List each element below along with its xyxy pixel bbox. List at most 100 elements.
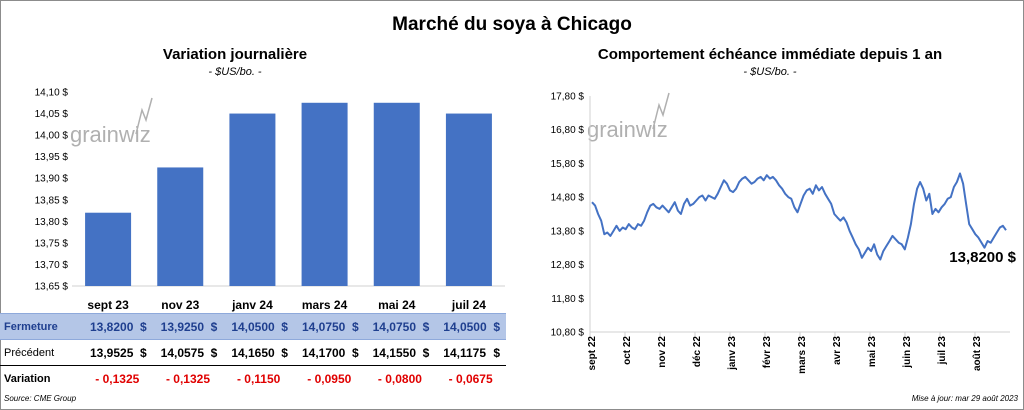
y-tick-label: 12,80 $ bbox=[551, 260, 585, 271]
bar bbox=[373, 102, 420, 287]
table-cell: - 0,0675 bbox=[435, 365, 506, 392]
cell-value: 14,1650 bbox=[231, 345, 275, 360]
x-tick-label: sept 22 bbox=[587, 336, 598, 371]
y-tick-label: 11,80 $ bbox=[551, 294, 584, 305]
bar bbox=[229, 113, 276, 286]
cell-value: 13,9250 bbox=[160, 319, 205, 334]
source-note: Source: CME Group bbox=[4, 394, 77, 403]
y-tick-label: 10,80 $ bbox=[551, 328, 585, 339]
previous-row: Précédent 13,9525 $14,0575 $14,1650 $14,1700… bbox=[0, 340, 506, 366]
x-tick-label: nov 22 bbox=[657, 336, 668, 368]
x-category-label: juil 24 bbox=[451, 298, 486, 312]
y-tick-label: 13,80 $ bbox=[551, 226, 585, 237]
left-chart-title: Variation journalière bbox=[162, 46, 308, 63]
x-category-label: janv 24 bbox=[231, 298, 273, 312]
y-tick-label: 14,05 $ bbox=[35, 109, 69, 120]
x-category-label: sept 23 bbox=[87, 298, 129, 312]
table-cell: 13,8200 $ bbox=[82, 313, 153, 340]
grainwiz-watermark: grainwiz bbox=[70, 97, 153, 147]
y-tick-label: 14,10 $ bbox=[35, 88, 69, 99]
row-label: Variation bbox=[0, 365, 82, 392]
cell-currency: $ bbox=[281, 319, 288, 334]
y-tick-label: 16,80 $ bbox=[551, 125, 585, 136]
left-chart-unit: - $US/bo. - bbox=[208, 66, 262, 78]
x-category-label: nov 23 bbox=[161, 298, 199, 312]
close-row: Fermeture 13,8200 $13,9250 $14,0500 $14,0750… bbox=[0, 313, 506, 340]
right-chart-unit: - $US/bo. - bbox=[743, 66, 797, 78]
x-tick-label: août 23 bbox=[972, 336, 983, 371]
last-price-label: 13,8200 $ bbox=[949, 249, 1016, 266]
x-tick-label: avr 23 bbox=[832, 336, 843, 365]
cell-value: 14,1550 bbox=[372, 345, 417, 360]
x-tick-label: juil 23 bbox=[937, 336, 948, 366]
x-tick-label: mars 23 bbox=[797, 336, 808, 374]
cell-currency: $ bbox=[351, 319, 359, 334]
cell-value: 14,0500 bbox=[231, 319, 275, 334]
table-cell: - 0,1325 bbox=[152, 365, 224, 392]
bar bbox=[445, 113, 492, 286]
table-cell: - 0,1150 bbox=[223, 365, 294, 392]
cell-value: 14,1175 bbox=[443, 345, 486, 360]
watermark-mark bbox=[135, 97, 153, 135]
cell-value: 14,0750 bbox=[301, 319, 346, 334]
cell-currency: $ bbox=[422, 345, 430, 360]
y-tick-label: 13,95 $ bbox=[35, 152, 69, 163]
bar-chart: grainwiz 13,65 $ 13,70 $ 13,75 $ 13,80 $ 13,8… bbox=[35, 88, 505, 312]
x-tick-label: mai 23 bbox=[867, 336, 878, 368]
y-tick-label: 13,90 $ bbox=[35, 174, 69, 185]
x-tick-label: janv 23 bbox=[727, 336, 738, 371]
cell-currency: $ bbox=[281, 345, 288, 360]
x-tick-label: oct 22 bbox=[622, 336, 633, 365]
y-tick-label: 13,75 $ bbox=[35, 238, 69, 249]
cell-currency: $ bbox=[210, 345, 218, 360]
cell-currency: $ bbox=[351, 345, 359, 360]
y-tick-label: 14,80 $ bbox=[551, 193, 585, 204]
row-label: Fermeture bbox=[0, 313, 82, 340]
y-tick-label: 14,00 $ bbox=[35, 131, 69, 142]
price-table: Fermeture 13,8200 $13,9250 $14,0500 $14,0750… bbox=[0, 313, 506, 392]
table-cell: 14,1175 $ bbox=[435, 340, 506, 366]
y-tick-label: 15,80 $ bbox=[551, 159, 585, 170]
y-tick-label: 13,80 $ bbox=[35, 217, 69, 228]
watermark-mark bbox=[652, 92, 670, 130]
bar bbox=[85, 212, 132, 286]
cell-value: 13,8200 bbox=[90, 319, 134, 334]
table-cell: 13,9250 $ bbox=[152, 313, 224, 340]
variation-row: Variation - 0,1325- 0,1325- 0,1150- 0,095… bbox=[0, 365, 506, 392]
row-label: Précédent bbox=[4, 346, 55, 359]
y-tick-label: 13,70 $ bbox=[35, 260, 69, 271]
main-title: Marché du soya à Chicago bbox=[392, 14, 632, 35]
table-cell: - 0,0800 bbox=[364, 365, 436, 392]
cell-value: 13,9525 bbox=[90, 345, 134, 360]
cell-currency: $ bbox=[139, 345, 147, 360]
y-tick-label: 17,80 $ bbox=[551, 92, 585, 103]
table-cell: 14,0750 $ bbox=[364, 313, 436, 340]
table-cell: 14,0575 $ bbox=[153, 340, 224, 366]
grainwiz-watermark: grainwiz bbox=[587, 92, 670, 142]
table-cell: 14,1700 $ bbox=[294, 340, 365, 366]
cell-value: 14,0575 bbox=[160, 345, 205, 360]
cell-currency: $ bbox=[139, 319, 147, 334]
line-chart: grainwiz 10,80 $ 11,80 $ 12,80 $ 13,80 $ 14,8… bbox=[551, 92, 1017, 374]
cell-value: 14,0750 bbox=[372, 319, 417, 334]
cell-currency: $ bbox=[422, 319, 430, 334]
table-cell: 14,0500 $ bbox=[435, 313, 506, 340]
update-note: Mise à jour: mar 29 août 2023 bbox=[911, 394, 1018, 403]
cell-currency: $ bbox=[493, 319, 500, 334]
table-cell: - 0,1325 bbox=[82, 365, 153, 392]
table-cell: - 0,0950 bbox=[293, 365, 365, 392]
table-cell: 14,0500 $ bbox=[223, 313, 294, 340]
cell-value: 14,1700 bbox=[301, 345, 346, 360]
table-cell: 14,1650 $ bbox=[223, 340, 294, 366]
right-chart-title: Comportement échéance immédiate depuis 1… bbox=[597, 46, 943, 63]
price-line bbox=[591, 172, 1007, 261]
y-tick-label: 13,85 $ bbox=[35, 195, 69, 206]
y-tick-label: 13,65 $ bbox=[35, 282, 69, 293]
table-cell: 14,0750 $ bbox=[293, 313, 365, 340]
bar bbox=[157, 167, 204, 286]
table-cell: 13,9525 $ bbox=[82, 340, 153, 366]
x-tick-label: févr 23 bbox=[762, 336, 773, 369]
cell-currency: $ bbox=[493, 345, 500, 360]
cell-value: 14,0500 bbox=[443, 319, 487, 334]
x-tick-label: déc 22 bbox=[692, 336, 703, 368]
